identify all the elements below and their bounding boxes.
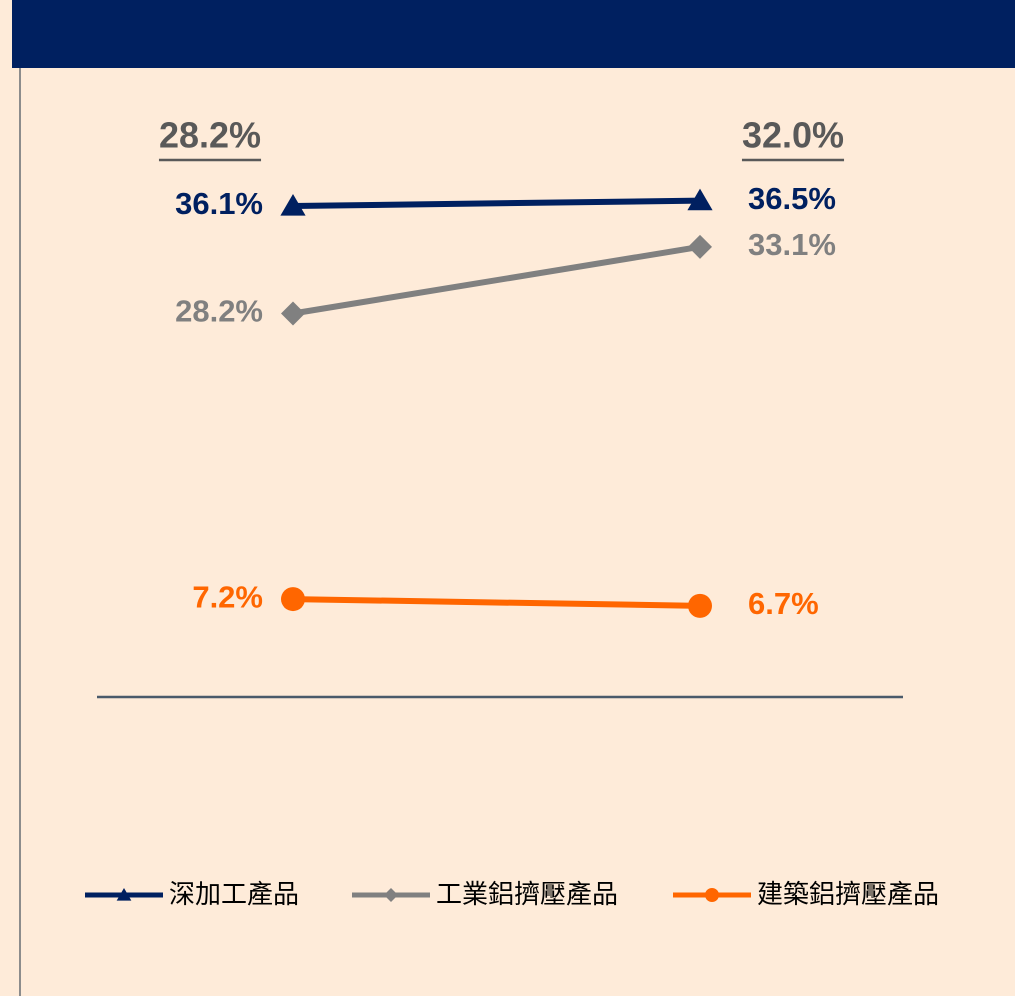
data-point (281, 587, 305, 612)
legend-marker (384, 888, 398, 902)
data-label: 28.2% (175, 294, 263, 329)
data-label: 7.2% (192, 579, 263, 614)
data-point (687, 188, 713, 211)
data-label: 33.1% (748, 227, 836, 262)
legend-marker (705, 888, 719, 902)
data-label: 36.1% (175, 186, 263, 221)
series-line (292, 596, 701, 609)
data-point (281, 301, 305, 326)
legend-label: 深加工產品 (169, 879, 299, 909)
data-point (280, 194, 306, 216)
data-label: 6.7% (748, 586, 819, 621)
data-point (688, 593, 712, 618)
data-point (688, 234, 712, 259)
legend-label: 工業鋁擠壓產品 (436, 879, 618, 909)
series-line (292, 243, 701, 317)
annotation: 28.2% (159, 115, 261, 156)
series-line (292, 197, 701, 210)
data-label: 36.5% (748, 181, 836, 216)
legend-marker (116, 888, 132, 901)
header-bar (12, 0, 1015, 68)
annotation: 32.0% (742, 115, 844, 156)
legend-label: 建築鋁擠壓產品 (757, 879, 939, 909)
